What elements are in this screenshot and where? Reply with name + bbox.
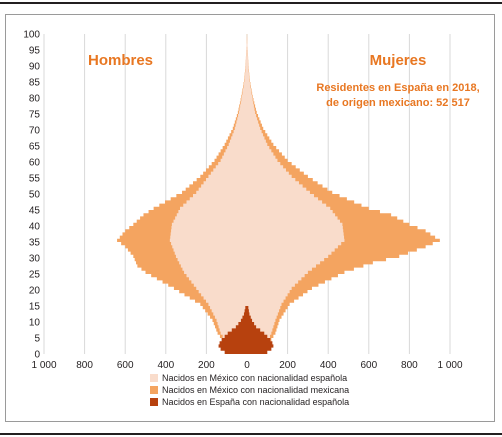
y-tick-label-19: 95 (29, 46, 41, 57)
legend-swatch-0 (150, 374, 158, 382)
y-tick-label-6: 30 (29, 254, 41, 265)
y-tick-label-17: 85 (29, 78, 41, 89)
x-tick-label-8: 600 (360, 360, 377, 371)
x-tick-label-4: 200 (198, 360, 215, 371)
legend-label-0: Nacidos en México con nacionalidad españ… (162, 373, 347, 383)
y-tick-label-16: 80 (29, 94, 41, 105)
legend-swatch-1 (150, 386, 158, 394)
y-tick-label-15: 75 (29, 110, 41, 121)
legend-label-2: Nacidos en España con nacionalidad españ… (162, 397, 349, 407)
y-tick-label-14: 70 (29, 126, 41, 137)
bottom-rule (0, 433, 502, 435)
area-men-spain_es_nat (218, 306, 247, 354)
y-tick-label-10: 50 (29, 190, 41, 201)
y-tick-labels: 0 5 10 15 20 25 30 35 40 45 50 55 60 65 70 75 80 85 90 95 10… (23, 30, 40, 361)
x-tick-label-5: 0 (244, 360, 250, 371)
x-tick-label-6: 200 (279, 360, 296, 371)
y-tick-label-4: 20 (29, 286, 41, 297)
x-tick-label-10: 1 000 (437, 360, 462, 371)
x-tick-label-1: 800 (76, 360, 93, 371)
y-tick-label-13: 65 (29, 142, 41, 153)
women-label: Mujeres (370, 52, 427, 69)
legend: Nacidos en México con nacionalidad españ… (150, 373, 349, 407)
top-rule (0, 2, 502, 4)
y-tick-label-0: 0 (34, 350, 40, 361)
y-tick-label-7: 35 (29, 238, 41, 249)
y-tick-label-9: 45 (29, 206, 41, 217)
legend-label-1: Nacidos en México con nacionalidad mexic… (162, 385, 349, 395)
x-tick-labels: 1 000 800 600 400 200 0 200 400 600 800 1 000 (31, 360, 462, 371)
y-tick-label-2: 10 (29, 318, 41, 329)
y-tick-label-8: 40 (29, 222, 41, 233)
x-tick-label-2: 600 (117, 360, 134, 371)
x-tick-label-0: 1 000 (31, 360, 56, 371)
men-label: Hombres (88, 52, 153, 69)
x-tick-label-9: 800 (401, 360, 418, 371)
y-tick-label-1: 5 (34, 334, 40, 345)
y-tick-label-3: 15 (29, 302, 41, 313)
y-tick-label-18: 90 (29, 62, 41, 73)
x-tick-label-7: 400 (320, 360, 337, 371)
y-tick-label-5: 25 (29, 270, 41, 281)
annotation-line-2: de origen mexicano: 52 517 (326, 97, 470, 109)
y-tick-label-11: 55 (29, 174, 41, 185)
area-women-spain_es_nat (247, 306, 274, 354)
area-women-mexican_es_nat (247, 34, 345, 354)
x-tick-label-3: 400 (157, 360, 174, 371)
y-tick-label-12: 60 (29, 158, 41, 169)
legend-swatch-2 (150, 398, 158, 406)
y-tick-label-20: 100 (23, 30, 40, 41)
area-men-mexican_es_nat (169, 34, 247, 354)
annotation-line-1: Residentes en España en 2018, (316, 82, 479, 94)
pyramid-areas (117, 34, 440, 354)
